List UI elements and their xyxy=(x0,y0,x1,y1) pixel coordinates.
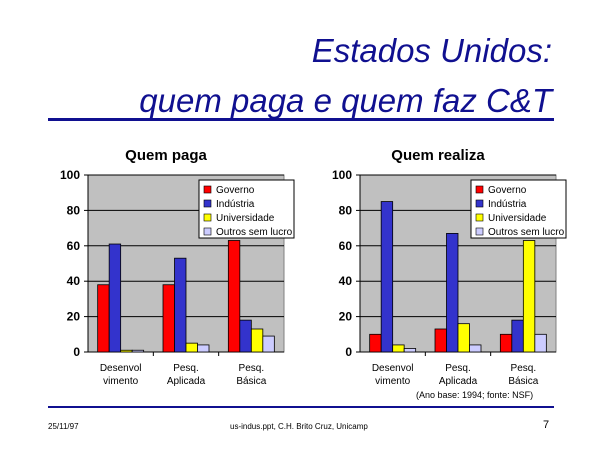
x-tick-label: vimento xyxy=(103,376,138,387)
x-tick-label: Básica xyxy=(236,376,266,387)
x-tick-label: Aplicada xyxy=(439,376,478,387)
bar-governo xyxy=(97,284,110,353)
bar-governo xyxy=(499,333,513,353)
bar-universidade xyxy=(250,328,264,353)
legend-label-outros-sem-lucro: Outros sem lucro xyxy=(488,227,565,238)
bar-universidade xyxy=(392,344,405,353)
y-tick-label: 0 xyxy=(73,345,80,359)
bar-industria xyxy=(174,257,187,353)
legend-swatch-industria xyxy=(203,199,212,208)
legend-box xyxy=(470,179,567,239)
y-tick-label: 100 xyxy=(60,168,80,182)
legend-label-industria: Indústria xyxy=(488,199,527,210)
bar-outros-sem-lucro xyxy=(534,333,547,353)
chart-quem-paga: Quem paga 0 20 40 60 80 100 Desenvol vimento Pesq… xyxy=(20,140,300,390)
y-tick-label: 20 xyxy=(339,310,353,324)
y-tick-label: 100 xyxy=(332,168,352,182)
legend-label-governo: Governo xyxy=(488,185,527,196)
bar-outros-sem-lucro xyxy=(403,348,417,353)
x-tick-label: Básica xyxy=(508,376,538,387)
x-tick-label: Desenvol xyxy=(372,363,414,374)
chart-quem-realiza: Quem realiza 0 20 40 60 80 100 Desenvol vimento P… xyxy=(292,140,572,390)
chart-title: Quem paga xyxy=(125,147,207,164)
bar-governo xyxy=(227,240,241,353)
chart-svg: Quem paga 0 20 40 60 80 100 Desenvol vimento Pesq… xyxy=(60,147,295,387)
source-caption: (Ano base: 1994; fonte: NSF) xyxy=(416,390,534,400)
x-tick-label: Aplicada xyxy=(167,376,206,387)
slide-title-line2: quem paga e quem faz C&T xyxy=(139,82,552,119)
chart-svg: Quem realiza 0 20 40 60 80 100 Desenvol vimento P… xyxy=(332,147,567,387)
bar-outros-sem-lucro xyxy=(197,344,210,353)
x-tick-label: Pesq. xyxy=(511,363,537,374)
legend-box xyxy=(198,179,295,239)
bar-universidade xyxy=(185,342,198,353)
bar-universidade xyxy=(120,349,133,353)
legend-swatch-outros-sem-lucro xyxy=(475,227,484,236)
y-tick-label: 40 xyxy=(67,274,81,288)
y-tick-label: 20 xyxy=(67,310,81,324)
legend-label-governo: Governo xyxy=(216,185,255,196)
bar-universidade xyxy=(522,240,536,353)
legend-label-universidade: Universidade xyxy=(216,213,275,224)
y-tick-label: 80 xyxy=(67,203,81,217)
bar-governo xyxy=(162,284,175,353)
legend-swatch-governo xyxy=(203,185,212,194)
bar-outros-sem-lucro xyxy=(262,335,275,353)
bar-industria xyxy=(108,243,122,353)
footer-filename: us-indus.ppt, C.H. Brito Cruz, Unicamp xyxy=(230,422,368,431)
bar-industria xyxy=(380,201,394,353)
legend-label-universidade: Universidade xyxy=(488,213,547,224)
y-tick-label: 60 xyxy=(67,239,81,253)
legend-swatch-outros-sem-lucro xyxy=(203,227,212,236)
x-tick-label: Pesq. xyxy=(173,363,199,374)
title-underline xyxy=(48,118,554,121)
y-tick-label: 0 xyxy=(345,345,352,359)
x-tick-label: Pesq. xyxy=(239,363,265,374)
bar-governo xyxy=(369,333,382,353)
bar-industria xyxy=(239,319,252,353)
legend-swatch-universidade xyxy=(203,213,212,222)
legend-swatch-governo xyxy=(475,185,484,194)
bar-industria xyxy=(446,233,459,353)
bar-universidade xyxy=(457,323,470,353)
legend-label-outros-sem-lucro: Outros sem lucro xyxy=(216,227,293,238)
x-tick-label: Desenvol xyxy=(100,363,142,374)
y-tick-label: 80 xyxy=(339,203,353,217)
footer-rule xyxy=(48,406,554,408)
legend-label-industria: Indústria xyxy=(216,199,255,210)
bar-industria xyxy=(511,319,524,353)
slide-title-line1: Estados Unidos: xyxy=(311,32,552,69)
x-tick-label: Pesq. xyxy=(445,363,471,374)
legend-swatch-industria xyxy=(475,199,484,208)
footer-date: 25/11/97 xyxy=(48,422,79,431)
chart-title: Quem realiza xyxy=(391,147,485,164)
page-number: 7 xyxy=(543,419,550,431)
legend-swatch-universidade xyxy=(475,213,484,222)
bar-governo xyxy=(434,328,447,353)
x-tick-label: vimento xyxy=(375,376,410,387)
bar-outros-sem-lucro xyxy=(131,349,145,353)
y-tick-label: 60 xyxy=(339,239,353,253)
y-tick-label: 40 xyxy=(339,274,353,288)
bar-outros-sem-lucro xyxy=(469,344,482,353)
